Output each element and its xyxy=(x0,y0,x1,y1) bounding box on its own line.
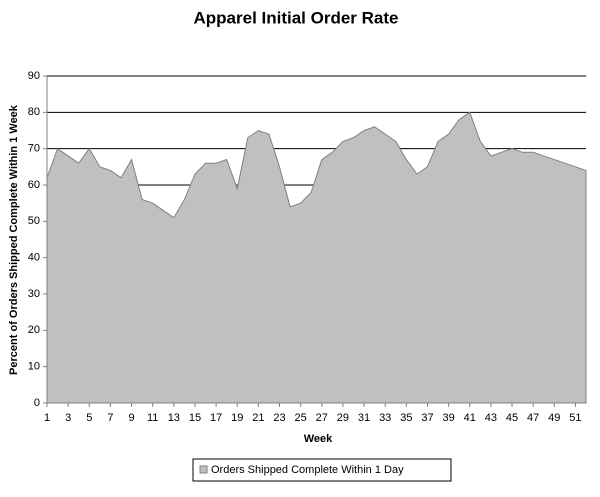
y-tick-label: 20 xyxy=(28,324,40,336)
legend-swatch xyxy=(199,465,208,474)
x-tick-label: 51 xyxy=(569,412,581,424)
x-tick-label: 41 xyxy=(464,412,476,424)
x-tick-label: 1 xyxy=(44,412,50,424)
area xyxy=(46,111,587,404)
x-tick-label: 49 xyxy=(548,412,560,424)
x-tick-label: 45 xyxy=(506,412,518,424)
y-axis-title: Percent of Orders Shipped Complete Withi… xyxy=(8,104,20,375)
x-tick-label: 17 xyxy=(210,412,222,424)
x-tick-label: 21 xyxy=(252,412,264,424)
legend-label: Orders Shipped Complete Within 1 Day xyxy=(211,464,404,476)
y-tick-label: 0 xyxy=(34,397,40,409)
y-tick-label: 60 xyxy=(28,179,40,191)
y-tick-label: 80 xyxy=(28,106,40,118)
x-tick-label: 33 xyxy=(379,412,391,424)
y-tick-label: 40 xyxy=(28,252,40,264)
x-tick-label: 39 xyxy=(442,412,454,424)
y-tick-label: 90 xyxy=(28,70,40,82)
x-tick-label: 11 xyxy=(147,412,158,424)
x-tick-label: 5 xyxy=(86,412,92,424)
y-tick-label: 30 xyxy=(28,288,40,300)
x-tick-label: 27 xyxy=(316,412,328,424)
y-tick-label: 70 xyxy=(28,143,40,155)
x-tick-label: 31 xyxy=(358,412,370,424)
x-tick-label: 25 xyxy=(295,412,307,424)
x-tick-label: 19 xyxy=(231,412,243,424)
legend: Orders Shipped Complete Within 1 Day xyxy=(192,458,452,482)
x-tick-label: 47 xyxy=(527,412,539,424)
y-tick-label: 10 xyxy=(28,361,40,373)
x-tick-label: 9 xyxy=(128,412,134,424)
x-tick-label: 29 xyxy=(337,412,349,424)
x-tick-label: 13 xyxy=(168,412,180,424)
x-tick-label: 23 xyxy=(273,412,285,424)
x-tick-label: 43 xyxy=(485,412,497,424)
y-tick-label: 50 xyxy=(28,215,40,227)
legend-box xyxy=(192,458,452,482)
x-tick-label: 3 xyxy=(65,412,71,424)
x-tick-label: 15 xyxy=(189,412,201,424)
x-tick-label: 37 xyxy=(421,412,433,424)
chart-title: Apparel Initial Order Rate xyxy=(194,8,399,27)
x-tick-label: 7 xyxy=(107,412,113,424)
x-axis-title: Week xyxy=(304,433,333,445)
x-tick-label: 35 xyxy=(400,412,412,424)
